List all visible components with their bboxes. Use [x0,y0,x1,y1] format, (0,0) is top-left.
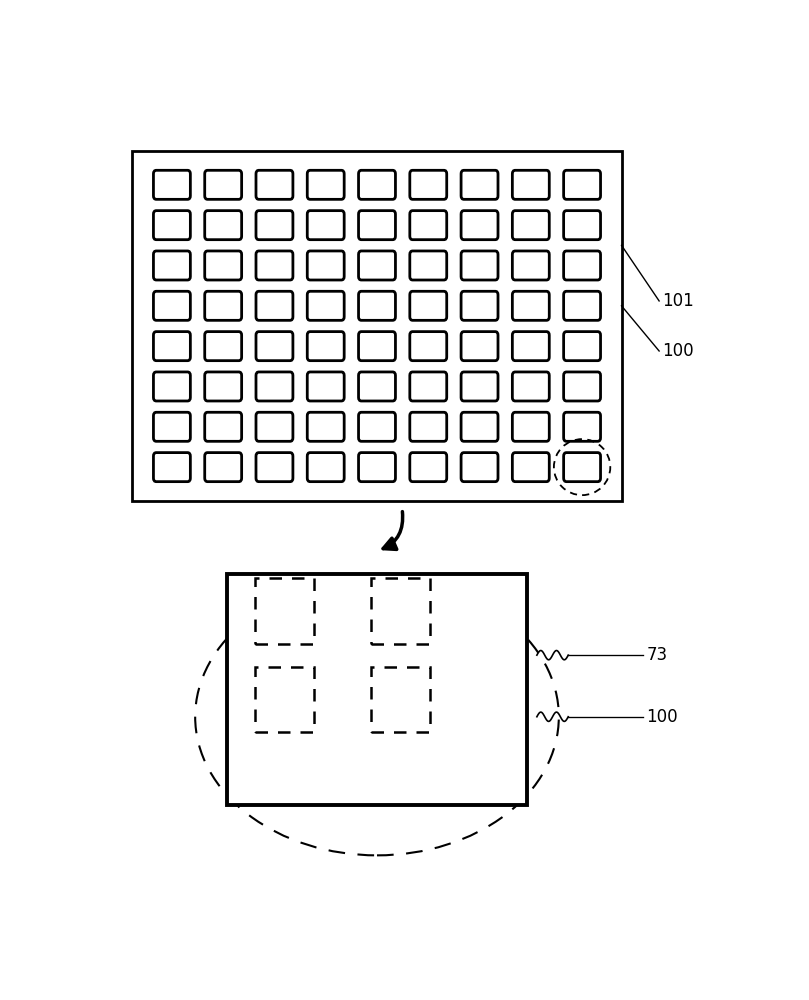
FancyBboxPatch shape [564,453,600,482]
FancyBboxPatch shape [205,211,242,240]
FancyBboxPatch shape [205,453,242,482]
FancyBboxPatch shape [512,211,549,240]
FancyBboxPatch shape [154,170,190,199]
FancyBboxPatch shape [410,170,447,199]
FancyBboxPatch shape [205,372,242,401]
FancyBboxPatch shape [461,372,498,401]
FancyBboxPatch shape [358,211,396,240]
FancyBboxPatch shape [307,291,344,320]
FancyBboxPatch shape [358,453,396,482]
FancyBboxPatch shape [358,170,396,199]
FancyBboxPatch shape [358,372,396,401]
FancyBboxPatch shape [205,251,242,280]
Bar [133,151,621,501]
FancyBboxPatch shape [461,211,498,240]
Bar [371,667,430,732]
FancyBboxPatch shape [154,412,190,441]
FancyBboxPatch shape [410,412,447,441]
FancyBboxPatch shape [256,372,293,401]
FancyBboxPatch shape [461,251,498,280]
FancyBboxPatch shape [461,291,498,320]
FancyBboxPatch shape [256,291,293,320]
FancyBboxPatch shape [564,211,600,240]
FancyBboxPatch shape [256,251,293,280]
FancyBboxPatch shape [512,412,549,441]
FancyBboxPatch shape [358,412,396,441]
FancyBboxPatch shape [205,291,242,320]
Text: 100: 100 [646,708,678,726]
FancyBboxPatch shape [512,251,549,280]
FancyBboxPatch shape [256,453,293,482]
FancyBboxPatch shape [154,332,190,361]
FancyBboxPatch shape [410,211,447,240]
FancyBboxPatch shape [205,170,242,199]
FancyBboxPatch shape [256,332,293,361]
Text: 73: 73 [646,646,667,664]
FancyBboxPatch shape [307,332,344,361]
FancyBboxPatch shape [564,291,600,320]
Bar [255,667,314,732]
FancyBboxPatch shape [154,291,190,320]
FancyBboxPatch shape [512,332,549,361]
Bar [371,578,430,644]
FancyBboxPatch shape [410,291,447,320]
FancyBboxPatch shape [154,211,190,240]
Bar [255,578,314,644]
FancyBboxPatch shape [154,251,190,280]
FancyBboxPatch shape [564,170,600,199]
FancyBboxPatch shape [358,251,396,280]
FancyBboxPatch shape [256,211,293,240]
FancyBboxPatch shape [512,453,549,482]
FancyBboxPatch shape [358,291,396,320]
FancyBboxPatch shape [410,251,447,280]
FancyBboxPatch shape [564,332,600,361]
FancyBboxPatch shape [461,332,498,361]
Bar [227,574,527,805]
FancyBboxPatch shape [256,170,293,199]
FancyBboxPatch shape [564,251,600,280]
FancyBboxPatch shape [512,372,549,401]
FancyBboxPatch shape [461,170,498,199]
FancyBboxPatch shape [307,251,344,280]
Text: 100: 100 [663,342,694,360]
FancyBboxPatch shape [307,412,344,441]
FancyBboxPatch shape [205,412,242,441]
FancyBboxPatch shape [461,453,498,482]
FancyBboxPatch shape [564,412,600,441]
FancyBboxPatch shape [410,332,447,361]
Text: 101: 101 [663,292,694,310]
FancyBboxPatch shape [358,332,396,361]
FancyBboxPatch shape [461,412,498,441]
FancyBboxPatch shape [154,453,190,482]
FancyBboxPatch shape [307,211,344,240]
FancyBboxPatch shape [307,453,344,482]
FancyBboxPatch shape [307,372,344,401]
FancyBboxPatch shape [564,372,600,401]
FancyBboxPatch shape [205,332,242,361]
FancyBboxPatch shape [512,291,549,320]
FancyBboxPatch shape [154,372,190,401]
FancyBboxPatch shape [256,412,293,441]
FancyBboxPatch shape [307,170,344,199]
FancyBboxPatch shape [512,170,549,199]
FancyBboxPatch shape [410,372,447,401]
FancyBboxPatch shape [410,453,447,482]
